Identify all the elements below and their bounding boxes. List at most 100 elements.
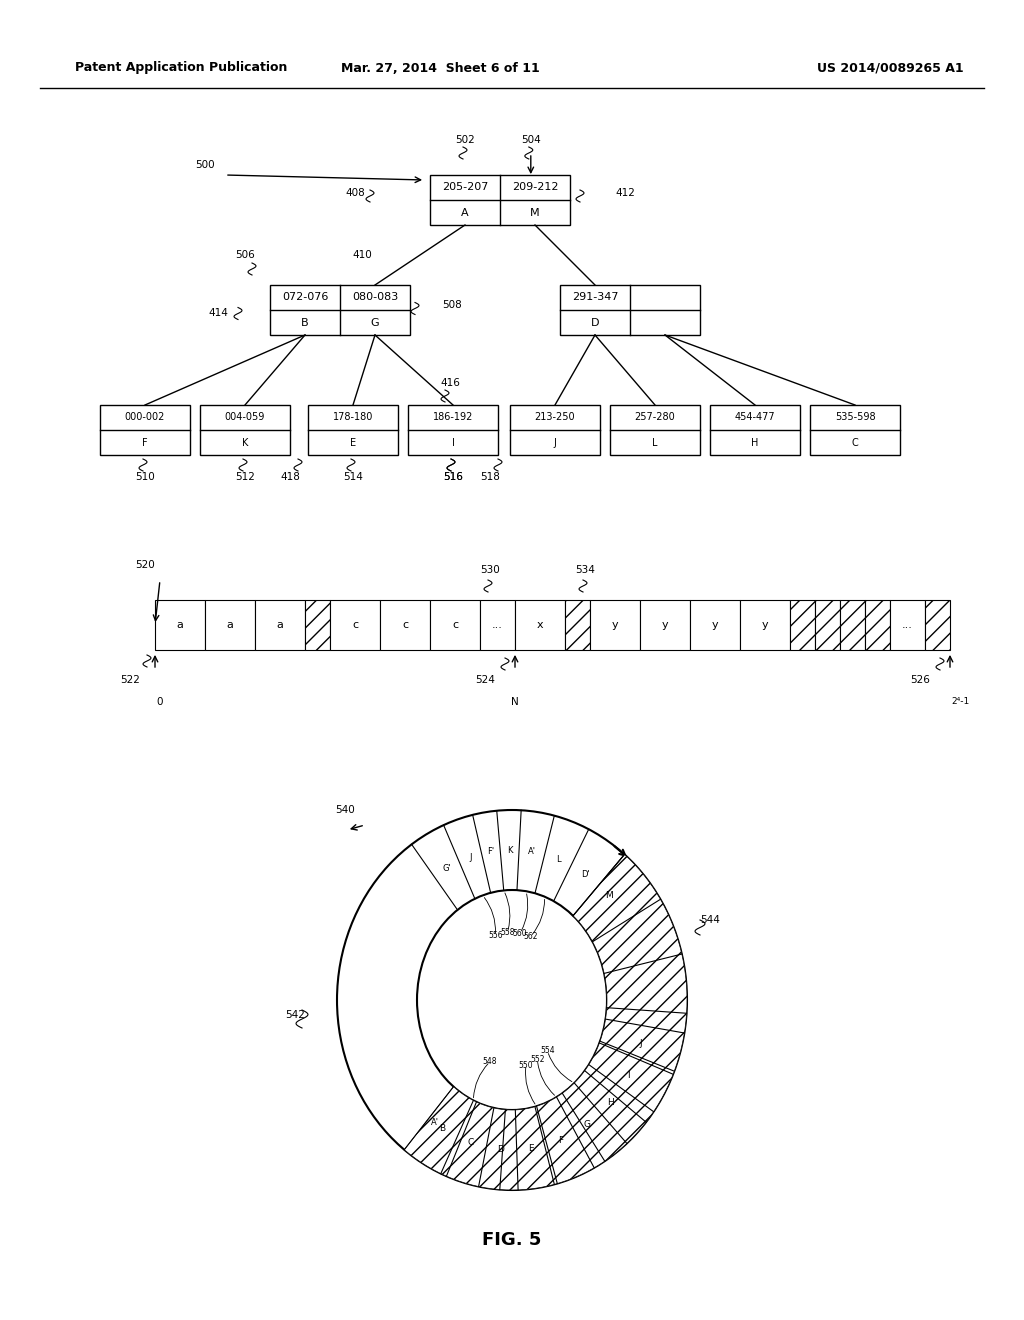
Text: A': A' bbox=[528, 847, 536, 857]
Text: G': G' bbox=[442, 865, 451, 874]
Text: 552: 552 bbox=[530, 1055, 545, 1064]
Text: 558: 558 bbox=[500, 928, 514, 937]
Text: a: a bbox=[176, 620, 183, 630]
Text: 502: 502 bbox=[455, 135, 475, 145]
Text: I: I bbox=[628, 1071, 630, 1080]
Text: 004-059: 004-059 bbox=[225, 412, 265, 422]
Text: 291-347: 291-347 bbox=[571, 293, 618, 302]
Bar bbox=[430, 176, 570, 224]
Text: D: D bbox=[591, 318, 599, 327]
Text: 550: 550 bbox=[519, 1061, 534, 1069]
Text: 512: 512 bbox=[236, 473, 255, 482]
Text: 408: 408 bbox=[345, 187, 365, 198]
Text: 554: 554 bbox=[540, 1047, 555, 1056]
Bar bbox=[565, 601, 590, 649]
Bar bbox=[510, 405, 600, 455]
Bar bbox=[430, 601, 480, 649]
Text: 0: 0 bbox=[157, 697, 163, 708]
Text: M: M bbox=[530, 207, 540, 218]
Text: F': F' bbox=[487, 847, 495, 857]
Bar bbox=[590, 601, 640, 649]
Text: J: J bbox=[469, 853, 471, 862]
Text: D: D bbox=[497, 1144, 504, 1154]
Text: K: K bbox=[242, 437, 248, 447]
Text: x: x bbox=[537, 620, 544, 630]
Bar bbox=[925, 601, 950, 649]
Text: 522: 522 bbox=[120, 675, 140, 685]
Text: G: G bbox=[584, 1119, 591, 1129]
Text: 520: 520 bbox=[135, 560, 155, 570]
Text: I: I bbox=[452, 437, 455, 447]
Text: 080-083: 080-083 bbox=[352, 293, 398, 302]
Text: 535-598: 535-598 bbox=[835, 412, 876, 422]
Text: 540: 540 bbox=[335, 805, 355, 814]
Text: 560: 560 bbox=[513, 929, 527, 937]
Text: L: L bbox=[652, 437, 657, 447]
Text: F: F bbox=[142, 437, 147, 447]
Text: 416: 416 bbox=[440, 378, 460, 388]
Bar bbox=[690, 601, 740, 649]
Text: 516: 516 bbox=[443, 473, 463, 482]
Text: H: H bbox=[607, 1098, 614, 1106]
Text: 546: 546 bbox=[542, 1026, 562, 1035]
Bar bbox=[610, 405, 700, 455]
Text: 213-250: 213-250 bbox=[535, 412, 575, 422]
Bar bbox=[815, 601, 840, 649]
Text: 548: 548 bbox=[482, 1057, 498, 1067]
Text: y: y bbox=[712, 620, 718, 630]
Text: K: K bbox=[507, 846, 512, 854]
Text: 414: 414 bbox=[208, 308, 228, 318]
Text: N: N bbox=[511, 697, 519, 708]
Text: 205-207: 205-207 bbox=[441, 182, 488, 193]
Text: G: G bbox=[371, 318, 379, 327]
Text: 544: 544 bbox=[700, 915, 720, 925]
Text: A': A' bbox=[430, 1118, 438, 1127]
Bar bbox=[380, 601, 430, 649]
Text: ...: ... bbox=[493, 620, 503, 630]
Text: FIG. 5: FIG. 5 bbox=[482, 1232, 542, 1249]
Text: 209-212: 209-212 bbox=[512, 182, 558, 193]
Text: 506: 506 bbox=[236, 249, 255, 260]
Text: 412: 412 bbox=[615, 187, 635, 198]
Polygon shape bbox=[404, 854, 687, 1191]
Text: ...: ... bbox=[902, 620, 913, 630]
Text: c: c bbox=[402, 620, 408, 630]
Text: 562: 562 bbox=[523, 932, 538, 941]
Text: a: a bbox=[276, 620, 284, 630]
Text: B: B bbox=[439, 1125, 445, 1133]
Bar bbox=[100, 405, 190, 455]
Text: 072-076: 072-076 bbox=[282, 293, 328, 302]
Bar bbox=[205, 601, 255, 649]
Text: c: c bbox=[352, 620, 358, 630]
Text: A: A bbox=[461, 207, 469, 218]
Text: 257-280: 257-280 bbox=[635, 412, 676, 422]
Bar bbox=[840, 601, 865, 649]
Text: C: C bbox=[852, 437, 858, 447]
Bar bbox=[480, 601, 515, 649]
Bar bbox=[810, 405, 900, 455]
Bar bbox=[408, 405, 498, 455]
Text: E: E bbox=[350, 437, 356, 447]
Bar bbox=[790, 601, 815, 649]
Text: 500: 500 bbox=[196, 160, 215, 170]
Bar bbox=[305, 601, 330, 649]
Bar bbox=[740, 601, 790, 649]
Bar bbox=[155, 601, 205, 649]
Bar bbox=[200, 405, 290, 455]
Text: 530: 530 bbox=[480, 565, 500, 576]
Bar bbox=[560, 285, 700, 335]
Text: E: E bbox=[528, 1144, 534, 1154]
Bar bbox=[640, 601, 690, 649]
Bar bbox=[270, 285, 410, 335]
Text: 526: 526 bbox=[910, 675, 930, 685]
Text: L: L bbox=[556, 854, 560, 863]
Bar bbox=[865, 601, 890, 649]
Text: D': D' bbox=[582, 870, 590, 879]
Text: 504: 504 bbox=[521, 135, 541, 145]
Text: 508: 508 bbox=[442, 300, 462, 310]
Text: 454-477: 454-477 bbox=[734, 412, 775, 422]
Text: J: J bbox=[554, 437, 556, 447]
Bar bbox=[890, 601, 925, 649]
Text: 516: 516 bbox=[443, 473, 463, 482]
Text: 514: 514 bbox=[343, 473, 362, 482]
